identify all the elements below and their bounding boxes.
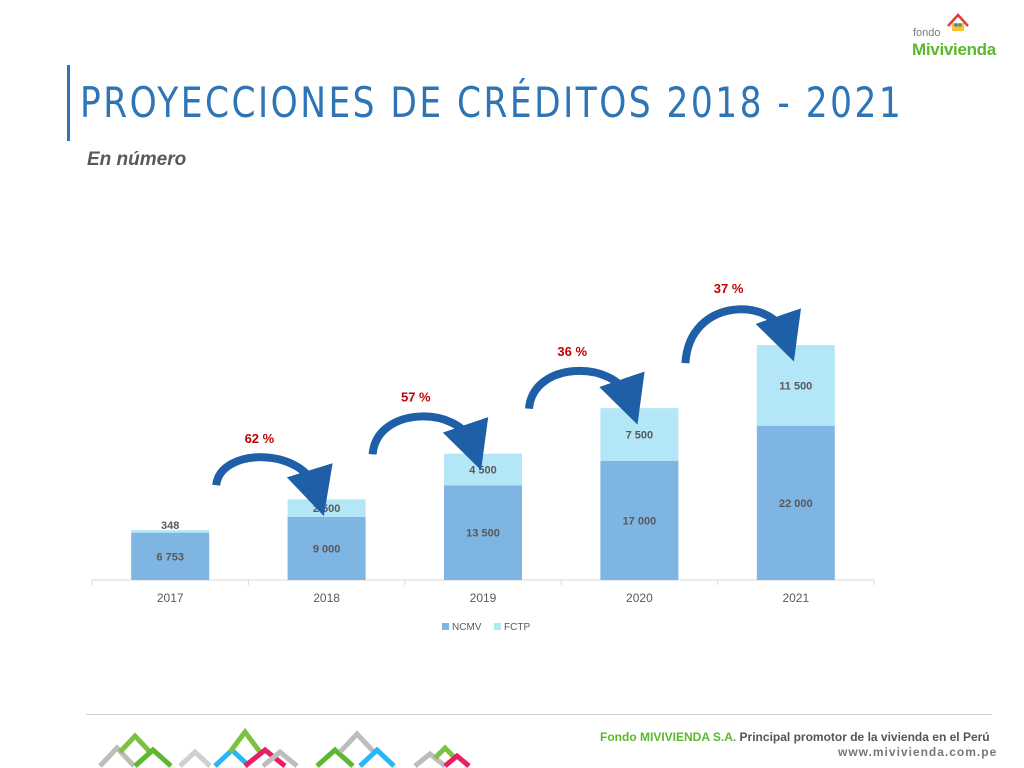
footer-divider xyxy=(86,714,992,715)
x-tick-label: 2020 xyxy=(626,591,653,605)
stacked-bar-chart: 6 753 348 2017 9 000 2 500 2018 13 500 4 500 201… xyxy=(91,281,875,633)
data-label-ncmv: 13 500 xyxy=(466,528,500,540)
legend-label-fctp: FCTP xyxy=(504,622,530,633)
data-label-ncmv: 6 753 xyxy=(156,551,184,563)
slide-title: PROYECCIONES DE CRÉDITOS 2018 - 2021 xyxy=(80,78,904,127)
bar-ncmv xyxy=(600,460,679,580)
data-label-fctp: 7 500 xyxy=(626,429,654,441)
slide-subtitle: En número xyxy=(87,149,187,170)
legend-label-ncmv: NCMV xyxy=(452,622,482,633)
footer-company: Fondo MIVIVIENDA S.A. Principal promotor… xyxy=(600,730,990,744)
data-label-ncmv: 9 000 xyxy=(313,543,341,555)
mivivienda-logo xyxy=(908,12,1008,64)
house-family-icon xyxy=(947,13,969,31)
data-label-fctp: 4 500 xyxy=(469,465,497,477)
x-tick-label: 2021 xyxy=(782,591,809,605)
growth-arrow xyxy=(525,366,645,425)
x-tick-label: 2018 xyxy=(313,591,340,605)
data-label-fctp: 11 500 xyxy=(779,380,812,392)
data-label-fctp: 2 500 xyxy=(313,503,341,515)
growth-arrow xyxy=(681,305,801,364)
x-tick-label: 2019 xyxy=(470,591,497,605)
growth-arrow xyxy=(368,412,489,471)
growth-annotation: 57 % xyxy=(401,390,431,405)
bar-fctp xyxy=(131,530,210,533)
data-label-ncmv: 22 000 xyxy=(779,498,813,510)
growth-annotation: 62 % xyxy=(245,431,275,446)
x-tick-label: 2017 xyxy=(157,591,184,605)
data-label-fctp: 348 xyxy=(161,520,179,532)
bar-ncmv xyxy=(756,425,835,580)
growth-annotation: 37 % xyxy=(714,281,744,296)
title-accent-bar xyxy=(67,65,70,141)
growth-annotation: 36 % xyxy=(557,344,587,359)
footer-tagline: Principal promotor de la vivienda en el … xyxy=(736,730,990,744)
footer-company-name: Fondo MIVIVIENDA S.A. xyxy=(600,730,737,744)
data-label-ncmv: 17 000 xyxy=(623,515,657,527)
legend-swatch-fctp xyxy=(494,623,501,630)
bar-ncmv xyxy=(444,485,522,580)
legend-swatch-ncmv xyxy=(442,623,449,630)
bar-ncmv xyxy=(287,516,366,580)
footer-url: www.mivivienda.com.pe xyxy=(838,745,998,759)
logo-small-text: fondo xyxy=(913,27,941,39)
footer-houses-decoration xyxy=(98,727,471,768)
growth-arrow xyxy=(212,453,333,517)
bar-ncmv xyxy=(131,532,210,580)
logo-brand-text: Mivivienda xyxy=(912,40,996,59)
